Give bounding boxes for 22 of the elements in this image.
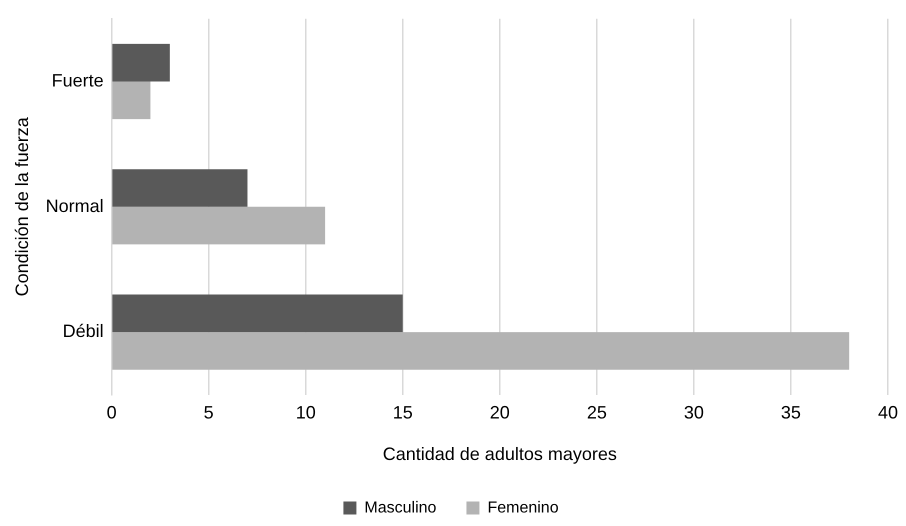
legend-label: Femenino — [487, 499, 559, 516]
x-tick-label: 0 — [106, 402, 117, 423]
x-tick-label: 25 — [586, 402, 607, 423]
y-tick-label: Normal — [46, 196, 104, 216]
x-tick-label: 30 — [684, 402, 704, 423]
x-axis-title: Cantidad de adultos mayores — [382, 444, 617, 464]
x-tick-label: 15 — [392, 402, 413, 423]
x-tick-label: 40 — [878, 402, 898, 423]
bar — [112, 294, 403, 332]
x-tick-label: 20 — [490, 402, 510, 423]
bar — [112, 206, 326, 244]
bar — [112, 44, 170, 82]
bar — [112, 81, 150, 120]
y-axis-title: Condición de la fuerza — [12, 116, 32, 296]
x-tick-label: 10 — [296, 402, 316, 423]
bar — [112, 332, 850, 370]
x-tick-label: 5 — [204, 402, 214, 423]
y-tick-label: Fuerte — [52, 70, 104, 90]
y-tick-label: Débil — [62, 321, 104, 342]
bar — [112, 169, 248, 207]
x-tick-label: 35 — [780, 402, 801, 423]
legend-label: Masculino — [364, 499, 437, 516]
